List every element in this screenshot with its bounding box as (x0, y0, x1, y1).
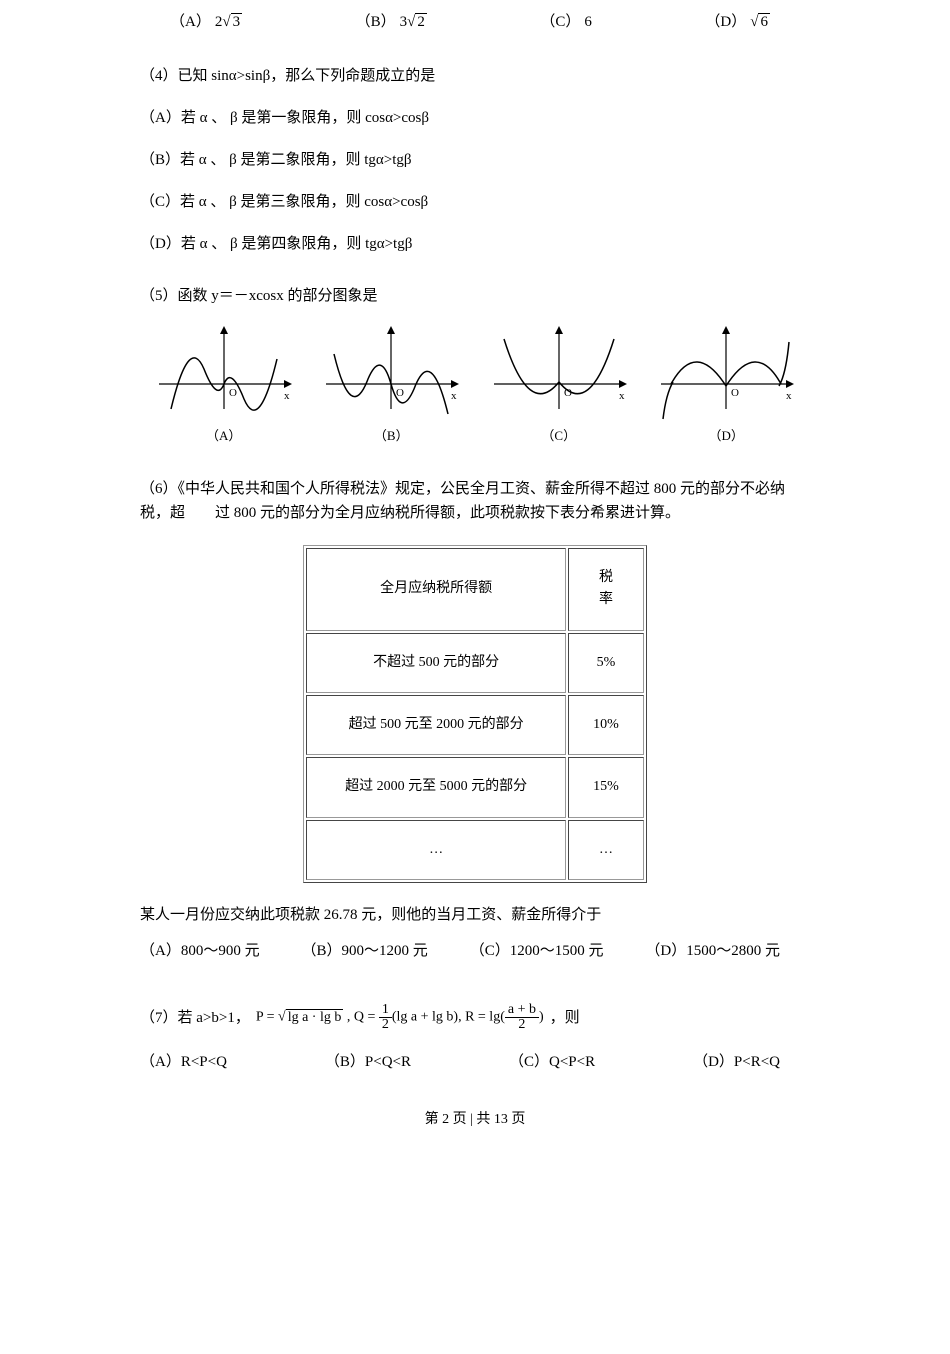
q7-formula: P = √lg a · lg b , Q = 12(lg a + lg b), … (256, 1003, 544, 1032)
q6-followup: 某人一月份应交纳此项税款 26.78 元，则他的当月工资、薪金所得介于 (140, 903, 810, 927)
opt-letter: （B） (356, 10, 396, 34)
q5-fig-b: x O （B） (308, 324, 476, 447)
svg-text:O: O (396, 387, 404, 399)
q4-opt-a: （A）若 α 、 β 是第一象限角，则 cosα>cosβ (140, 106, 810, 130)
q3-opt-b: （B） 3√2 (356, 10, 427, 34)
q4-opt-d: （D）若 α 、 β 是第四象限角，则 tgα>tgβ (140, 232, 810, 256)
q5-fig-a: x O （A） (140, 324, 308, 447)
q6-para: （6）《中华人民共和国个人所得税法》规定，公民全月工资、薪金所得不超过 800 … (140, 477, 810, 525)
q7-opt-a: （A）R<P<Q (140, 1050, 227, 1074)
q3-opt-a: （A） 2√3 (170, 10, 242, 34)
q7-post: ，则 (550, 1006, 580, 1030)
q7-options: （A）R<P<Q （B）P<Q<R （C）Q<P<R （D）P<R<Q (140, 1050, 810, 1074)
opt-letter: （C） (540, 10, 580, 34)
q7-stem: （7）若 a>b>1， P = √lg a · lg b , Q = 12(lg… (140, 1003, 810, 1032)
q6-opt-b: （B）900～1200 元 (302, 939, 428, 963)
table-row: 超过 500 元至 2000 元的部分 10% (306, 695, 644, 755)
opt-letter: （D） (705, 10, 746, 34)
q5-fig-d-label: （D） (643, 426, 811, 447)
q5-fig-b-label: （B） (308, 426, 476, 447)
table-header-l: 全月应纳税所得额 (306, 548, 566, 631)
q4-stem: （4）已知 sinα>sinβ，那么下列命题成立的是 (140, 64, 810, 88)
table-cell: 5% (568, 633, 644, 693)
table-cell: 15% (568, 757, 644, 817)
q6-opt-c: （C）1200～1500 元 (470, 939, 604, 963)
svg-text:x: x (786, 390, 792, 402)
svg-text:x: x (619, 390, 625, 402)
table-header-r: 税率 (568, 548, 644, 631)
table-row: … … (306, 820, 644, 880)
q5-fig-d: x O （D） (643, 324, 811, 447)
q6-opt-a: （A）800～900 元 (140, 939, 260, 963)
q6-options: （A）800～900 元 （B）900～1200 元 （C）1200～1500 … (140, 939, 810, 963)
table-row: 不超过 500 元的部分 5% (306, 633, 644, 693)
table-cell: 超过 500 元至 2000 元的部分 (306, 695, 566, 755)
q5-figures: x O （A） x O （B） x O （C） (140, 324, 810, 447)
q3-opt-c: （C） 6 (540, 10, 592, 34)
opt-math: √6 (750, 10, 770, 34)
svg-text:O: O (731, 387, 739, 399)
table-row: 超过 2000 元至 5000 元的部分 15% (306, 757, 644, 817)
opt-math: 6 (584, 10, 592, 34)
table-cell: 不超过 500 元的部分 (306, 633, 566, 693)
q7-opt-d: （D）P<R<Q (693, 1050, 780, 1074)
opt-math: 2√3 (215, 10, 242, 34)
table-cell: … (568, 820, 644, 880)
svg-text:O: O (229, 387, 237, 399)
q5-fig-a-label: （A） (140, 426, 308, 447)
table-row: 全月应纳税所得额 税率 (306, 548, 644, 631)
table-cell: 10% (568, 695, 644, 755)
q5-fig-c-label: （C） (475, 426, 643, 447)
q6-opt-d: （D）1500～2800 元 (645, 939, 780, 963)
q5-stem: （5）函数 y＝－xcosx 的部分图象是 (140, 284, 810, 308)
q5-fig-c: x O （C） (475, 324, 643, 447)
q3-options: （A） 2√3 （B） 3√2 （C） 6 （D） √6 (170, 10, 810, 34)
q7-opt-b: （B）P<Q<R (325, 1050, 411, 1074)
svg-text:x: x (451, 390, 457, 402)
q4-opt-b: （B）若 α 、 β 是第二象限角，则 tgα>tgβ (140, 148, 810, 172)
table-cell: … (306, 820, 566, 880)
svg-text:x: x (284, 390, 290, 402)
table-cell: 超过 2000 元至 5000 元的部分 (306, 757, 566, 817)
opt-math: 3√2 (400, 10, 427, 34)
q7-pre: （7）若 a>b>1， (140, 1006, 250, 1030)
opt-letter: （A） (170, 10, 211, 34)
q6-tax-table: 全月应纳税所得额 税率 不超过 500 元的部分 5% 超过 500 元至 20… (303, 545, 647, 883)
q3-opt-d: （D） √6 (705, 10, 770, 34)
q7-opt-c: （C）Q<P<R (509, 1050, 595, 1074)
page-footer: 第 2 页 | 共 13 页 (140, 1109, 810, 1131)
q4-opt-c: （C）若 α 、 β 是第三象限角，则 cosα>cosβ (140, 190, 810, 214)
